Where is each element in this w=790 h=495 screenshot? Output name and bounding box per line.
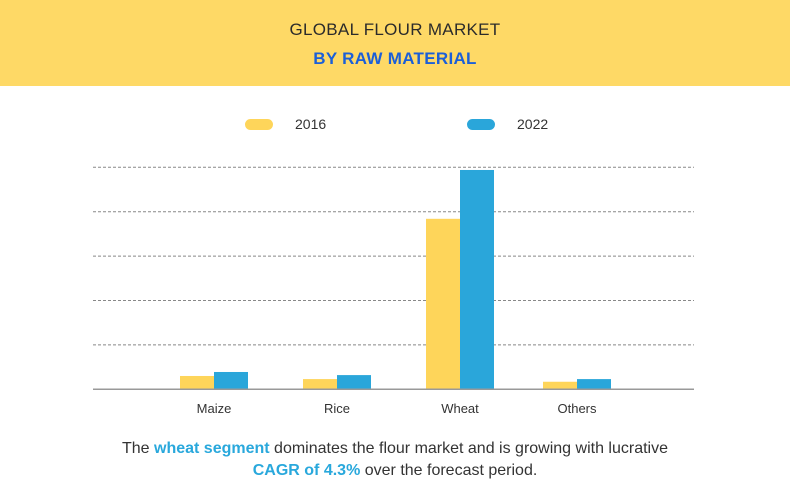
x-tick-label: Wheat [441,401,479,416]
legend-label-2022: 2022 [517,116,549,132]
chart-title: GLOBAL FLOUR MARKET [289,20,501,39]
footer-caption: The wheat segment dominates the flour ma… [0,438,790,482]
bar-maize-2022 [214,371,248,390]
bar-wheat-2016 [426,218,460,390]
caption-text: dominates the flour market and is growin… [269,440,668,457]
chart-subtitle: BY RAW MATERIAL [313,49,477,68]
caption-highlight-wheat: wheat segment [154,440,270,457]
bar-others-2016 [543,381,577,390]
caption-text: The [121,440,154,457]
caption-highlight-cagr: CAGR of 4.3% [252,462,361,479]
bar-rice-2022 [337,375,371,390]
caption-text: over the forecast period. [360,462,538,479]
header-banner: GLOBAL FLOUR MARKET BY RAW MATERIAL [0,0,790,86]
bar-others-2022 [577,379,611,390]
legend-swatch-2022 [467,118,495,130]
x-tick-label: Others [557,401,597,416]
legend-item-2022: 2022 [467,116,548,132]
x-tick-label: Maize [197,401,232,416]
bar-wheat-2022 [460,169,494,390]
legend-label-2016: 2016 [295,116,327,132]
x-tick-label: Rice [324,401,350,416]
bar-maize-2016 [180,375,214,390]
legend-item-2016: 2016 [245,116,326,132]
bar-rice-2016 [303,379,337,390]
legend-swatch-2016 [245,118,273,130]
